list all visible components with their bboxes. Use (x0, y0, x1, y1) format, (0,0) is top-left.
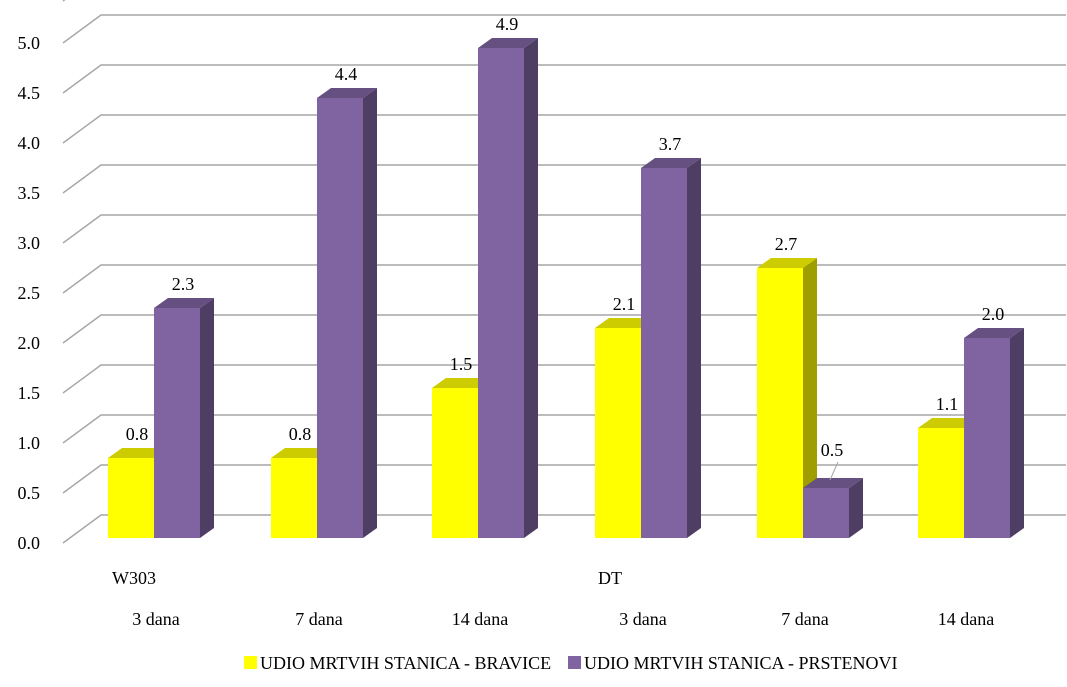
bar-top (154, 298, 214, 308)
gridline (62, 514, 1066, 544)
leader-line (829, 461, 839, 481)
bar-prstenovi (317, 88, 377, 538)
data-label: 1.5 (450, 354, 473, 374)
category-label: 7 dana (295, 609, 342, 629)
group-label: W303 (112, 568, 156, 588)
bar-front (918, 428, 964, 538)
bar-top (803, 478, 863, 488)
bar-prstenovi (803, 478, 863, 538)
bar-top (271, 448, 331, 458)
bar-top (964, 328, 1024, 338)
data-label: 1.1 (936, 394, 959, 414)
gridline (62, 464, 1066, 494)
bar-side (687, 158, 701, 538)
x-axis: W303 DT 3 dana 7 dana 14 dana 3 dana 7 dana 14 … (112, 568, 994, 629)
bar-front (154, 308, 200, 538)
bar-top (317, 88, 377, 98)
y-tick-label: 1.0 (18, 433, 41, 453)
bar-side (363, 88, 377, 538)
bar-side (803, 258, 817, 538)
bar-front (108, 458, 154, 538)
data-label: 2.7 (775, 234, 798, 254)
gridline (62, 0, 66, 2)
legend-swatch (568, 656, 581, 669)
y-tick-label: 5.0 (18, 33, 41, 53)
data-label: 0.5 (821, 440, 844, 460)
gridline (62, 164, 1066, 194)
gridline (62, 14, 1066, 44)
data-labels: 0.8 2.3 0.8 4.4 1.5 4.9 2.1 3.7 2.7 0.5 1.1 2.0 (126, 14, 1005, 481)
gridline (62, 264, 1066, 294)
bar-top (108, 448, 168, 458)
gridline (62, 364, 1066, 394)
gridline (62, 214, 1066, 244)
bar-side (849, 478, 863, 538)
legend-label: UDIO MRTVIH STANICA - BRAVICE (260, 653, 551, 673)
bar-front (595, 328, 641, 538)
bar-front (964, 338, 1010, 538)
bar-front (641, 168, 687, 538)
y-axis: 0.0 0.5 1.0 1.5 2.0 2.5 3.0 3.5 4.0 4.5 5.0 (18, 33, 41, 553)
data-label: 4.4 (335, 64, 358, 84)
y-tick-label: 3.0 (18, 233, 41, 253)
bar-prstenovi (154, 298, 214, 538)
y-tick-label: 2.0 (18, 333, 41, 353)
bar-prstenovi (641, 158, 701, 538)
data-label: 2.1 (613, 294, 636, 314)
bar-side (200, 298, 214, 538)
bar-top (432, 378, 492, 388)
y-tick-label: 0.0 (18, 533, 41, 553)
y-tick-label: 3.5 (18, 183, 41, 203)
data-label: 2.0 (982, 304, 1005, 324)
bar-prstenovi (964, 328, 1024, 538)
bar-bravice (757, 258, 817, 538)
data-label: 2.3 (172, 274, 195, 294)
bar-front (803, 488, 849, 538)
bar-bravice (432, 378, 492, 538)
bar-top (478, 38, 538, 48)
data-label: 3.7 (659, 134, 682, 154)
category-label: 3 dana (132, 609, 179, 629)
bar-prstenovi (478, 38, 538, 538)
y-tick-label: 4.0 (18, 133, 41, 153)
y-tick-label: 4.5 (18, 83, 41, 103)
data-label: 0.8 (126, 424, 149, 444)
bar-top (757, 258, 817, 268)
bar-front (271, 458, 317, 538)
y-tick-label: 0.5 (18, 483, 41, 503)
gridline (62, 314, 1066, 344)
data-label: 4.9 (496, 14, 519, 34)
bar-top (595, 318, 655, 328)
category-label: 3 dana (619, 609, 666, 629)
bar-front (757, 268, 803, 538)
bar-side (524, 38, 538, 538)
gridline (62, 414, 1066, 444)
bar-front (432, 388, 478, 538)
gridline (62, 114, 1066, 144)
gridlines (62, 0, 1066, 544)
group-label: DT (598, 568, 622, 588)
legend-label: UDIO MRTVIH STANICA - PRSTENOVI (584, 653, 897, 673)
y-tick-label: 2.5 (18, 283, 41, 303)
category-label: 7 dana (781, 609, 828, 629)
bar-top (641, 158, 701, 168)
y-tick-label: 1.5 (18, 383, 41, 403)
bars (108, 38, 1024, 538)
category-label: 14 dana (938, 609, 994, 629)
bar-front (317, 98, 363, 538)
bar-top (918, 418, 978, 428)
bar-side (1010, 328, 1024, 538)
gridline (62, 64, 1066, 94)
legend-swatch (244, 656, 257, 669)
legend: UDIO MRTVIH STANICA - BRAVICE UDIO MRTVIH… (244, 653, 897, 673)
bar-front (478, 48, 524, 538)
category-label: 14 dana (452, 609, 508, 629)
data-label: 0.8 (289, 424, 312, 444)
